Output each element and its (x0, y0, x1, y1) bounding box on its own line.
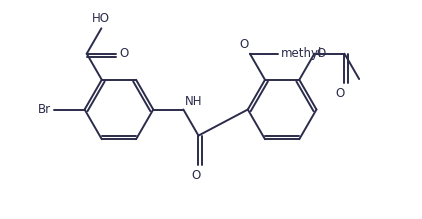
Text: O: O (239, 38, 248, 51)
Text: O: O (335, 87, 345, 100)
Text: O: O (192, 169, 201, 182)
Text: NH: NH (185, 95, 203, 108)
Text: O: O (119, 47, 129, 60)
Text: O: O (316, 47, 325, 60)
Text: HO: HO (92, 12, 111, 25)
Text: methyl: methyl (281, 47, 322, 60)
Text: Br: Br (38, 103, 51, 116)
